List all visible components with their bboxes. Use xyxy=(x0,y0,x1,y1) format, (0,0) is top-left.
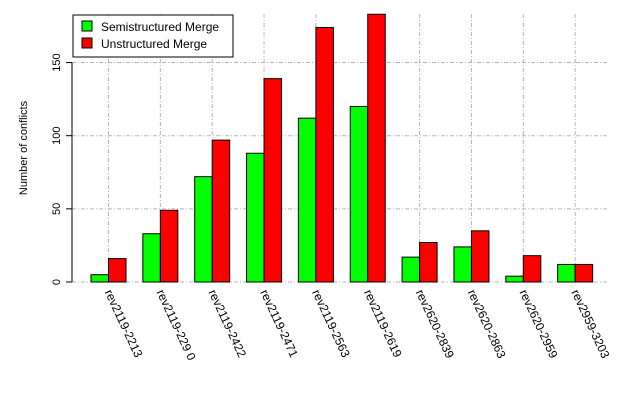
legend-swatch-unstructured xyxy=(81,37,93,49)
bar-semistructured-rev2119-2471 xyxy=(246,152,265,283)
legend: Semistructured Merge Unstructured Merge xyxy=(72,14,234,58)
x-tick-label: rev2620-2839 xyxy=(413,287,457,360)
bar-unstructured-rev2119-2290 xyxy=(159,209,179,283)
x-tick-label: rev2959-3203 xyxy=(568,287,612,360)
x-tick-label: rev2620-2863 xyxy=(465,287,509,360)
bar-semistructured-rev2119-2213 xyxy=(90,274,109,283)
grid xyxy=(72,14,608,283)
x-tick-label: rev2119-2563 xyxy=(309,287,353,360)
bar-semistructured-rev2119-2422 xyxy=(194,176,213,283)
x-tick-label: rev2620-2959 xyxy=(517,287,561,360)
bar-semistructured-rev2119-2619 xyxy=(349,105,369,283)
x-tick-label: rev2119-2422 xyxy=(205,287,249,360)
bar-semistructured-rev2620-2959 xyxy=(505,275,524,283)
y-tick-label: 100 xyxy=(51,127,63,145)
bar-semistructured-rev2620-2839 xyxy=(401,256,421,283)
bar-semistructured-rev2119-2290 xyxy=(142,233,161,283)
legend-box xyxy=(72,14,234,58)
bar-unstructured-rev2620-2863 xyxy=(470,230,490,283)
bar-unstructured-rev2119-2213 xyxy=(108,258,127,283)
legend-label-semistructured: Semistructured Merge xyxy=(101,20,219,34)
x-tick-label: rev2119-2619 xyxy=(361,287,405,360)
x-tick-label: rev2119-2471 xyxy=(257,287,301,360)
bar-unstructured-rev2119-2422 xyxy=(211,139,231,283)
y-tick-label: 50 xyxy=(51,203,63,215)
y-tick-label: 150 xyxy=(51,53,63,71)
x-tick-label: rev2119-229 0 xyxy=(154,287,199,363)
bar-semistructured-rev2959-3203 xyxy=(557,263,576,283)
bar-unstructured-rev2119-2471 xyxy=(263,78,283,283)
bar-unstructured-rev2959-3203 xyxy=(574,263,594,283)
x-axis-labels: rev2119-2213 rev2119-229 0 rev2119-2422 rev… xyxy=(102,287,613,363)
bars xyxy=(90,13,594,283)
x-tick-label: rev2119-2213 xyxy=(102,287,146,360)
y-axis: 0 50 100 150 xyxy=(51,53,73,285)
bar-semistructured-rev2119-2563 xyxy=(297,117,317,283)
y-tick-label: 0 xyxy=(51,279,63,285)
bar-unstructured-rev2620-2959 xyxy=(522,255,542,283)
bar-unstructured-rev2119-2619 xyxy=(367,13,386,283)
bar-unstructured-rev2119-2563 xyxy=(315,26,334,283)
y-axis-title: Number of conflicts xyxy=(18,100,30,195)
bar-unstructured-rev2620-2839 xyxy=(419,241,438,283)
bar-semistructured-rev2620-2863 xyxy=(453,246,472,283)
legend-swatch-semistructured xyxy=(81,20,93,32)
legend-label-unstructured: Unstructured Merge xyxy=(101,37,207,51)
